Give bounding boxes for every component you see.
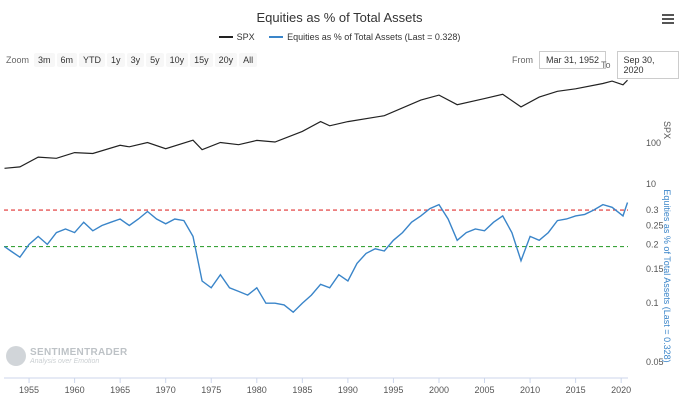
watermark-logo-icon	[6, 346, 26, 366]
x-tick-label: 1990	[338, 385, 358, 395]
zoom-button-5y[interactable]: 5y	[146, 53, 164, 67]
x-tick-label: 1960	[65, 385, 85, 395]
x-tick-label: 1970	[156, 385, 176, 395]
zoom-bar: Zoom 3m 6m YTD 1y 3y 5y 10y 15y 20y All	[6, 53, 258, 67]
x-tick-label: 1955	[19, 385, 39, 395]
spx-series-line	[4, 79, 628, 169]
zoom-button-3m[interactable]: 3m	[34, 53, 55, 67]
x-tick-label: 2015	[566, 385, 586, 395]
equities-tick-label: 0.2	[646, 239, 659, 249]
equities-tick-label: 0.05	[646, 357, 664, 367]
zoom-button-all[interactable]: All	[239, 53, 258, 67]
spx-axis-title: SPX	[662, 121, 672, 139]
legend-item-equities[interactable]: Equities as % of Total Assets (Last = 0.…	[269, 32, 460, 42]
from-date-input[interactable]: Mar 31, 1952	[539, 51, 607, 69]
x-tick-label: 2000	[429, 385, 449, 395]
reference-lines	[4, 209, 628, 248]
x-tick-label: 1995	[383, 385, 403, 395]
legend-swatch-equities	[269, 36, 284, 38]
x-tick-label: 2020	[611, 385, 631, 395]
zoom-button-15y[interactable]: 15y	[190, 53, 213, 67]
from-label: From	[512, 55, 533, 65]
equities-tick-label: 0.25	[646, 221, 664, 231]
zoom-button-20y[interactable]: 20y	[214, 53, 238, 67]
legend-swatch-spx	[218, 36, 233, 38]
equities-series-line	[4, 202, 629, 314]
x-tick-label: 1975	[201, 385, 221, 395]
spx-tick-label: 100	[646, 138, 661, 148]
equities-tick-label: 0.1	[646, 298, 659, 308]
legend-label-equities: Equities as % of Total Assets (Last = 0.…	[287, 32, 461, 42]
zoom-label: Zoom	[6, 55, 30, 65]
y-axes: 100 10 0.3 0.25 0.2 0.15 0.1 0.05	[646, 138, 664, 367]
zoom-button-ytd[interactable]: YTD	[79, 53, 106, 67]
legend-item-spx[interactable]: SPX	[218, 32, 255, 42]
range-to: To Sep 30, 2020	[601, 51, 679, 79]
equities-tick-label: 0.15	[646, 264, 664, 274]
legend: SPX Equities as % of Total Assets (Last …	[0, 30, 679, 42]
watermark: SENTIMENTRADER Analysis over Emotion	[6, 346, 128, 366]
x-tick-label: 2005	[475, 385, 495, 395]
legend-label-spx: SPX	[236, 32, 255, 42]
range-from: From Mar 31, 1952	[512, 51, 607, 69]
x-axis: 1955 1960 1965 1970 1975 1980 1985 1990 1995 2000…	[4, 377, 631, 395]
x-tick-label: 2010	[520, 385, 540, 395]
zoom-button-6m[interactable]: 6m	[56, 53, 78, 67]
zoom-button-1y[interactable]: 1y	[107, 53, 125, 67]
equities-tick-label: 0.3	[646, 205, 659, 215]
to-label: To	[601, 60, 611, 70]
spx-tick-label: 10	[646, 179, 656, 189]
series-lines	[4, 79, 629, 314]
equities-axis-title: Equities as % of Total Assets (Last = 0.…	[662, 189, 672, 362]
x-tick-label: 1985	[292, 385, 312, 395]
menu-icon[interactable]	[662, 14, 674, 24]
zoom-button-10y[interactable]: 10y	[165, 53, 189, 67]
zoom-button-3y[interactable]: 3y	[126, 53, 145, 67]
x-tick-label: 1980	[247, 385, 267, 395]
watermark-tagline: Analysis over Emotion	[30, 358, 100, 365]
x-tick-label: 1965	[110, 385, 130, 395]
watermark-name: SENTIMENTRADER	[30, 347, 128, 358]
chart-title: Equities as % of Total Assets	[256, 10, 423, 25]
to-date-input[interactable]: Sep 30, 2020	[616, 51, 679, 79]
